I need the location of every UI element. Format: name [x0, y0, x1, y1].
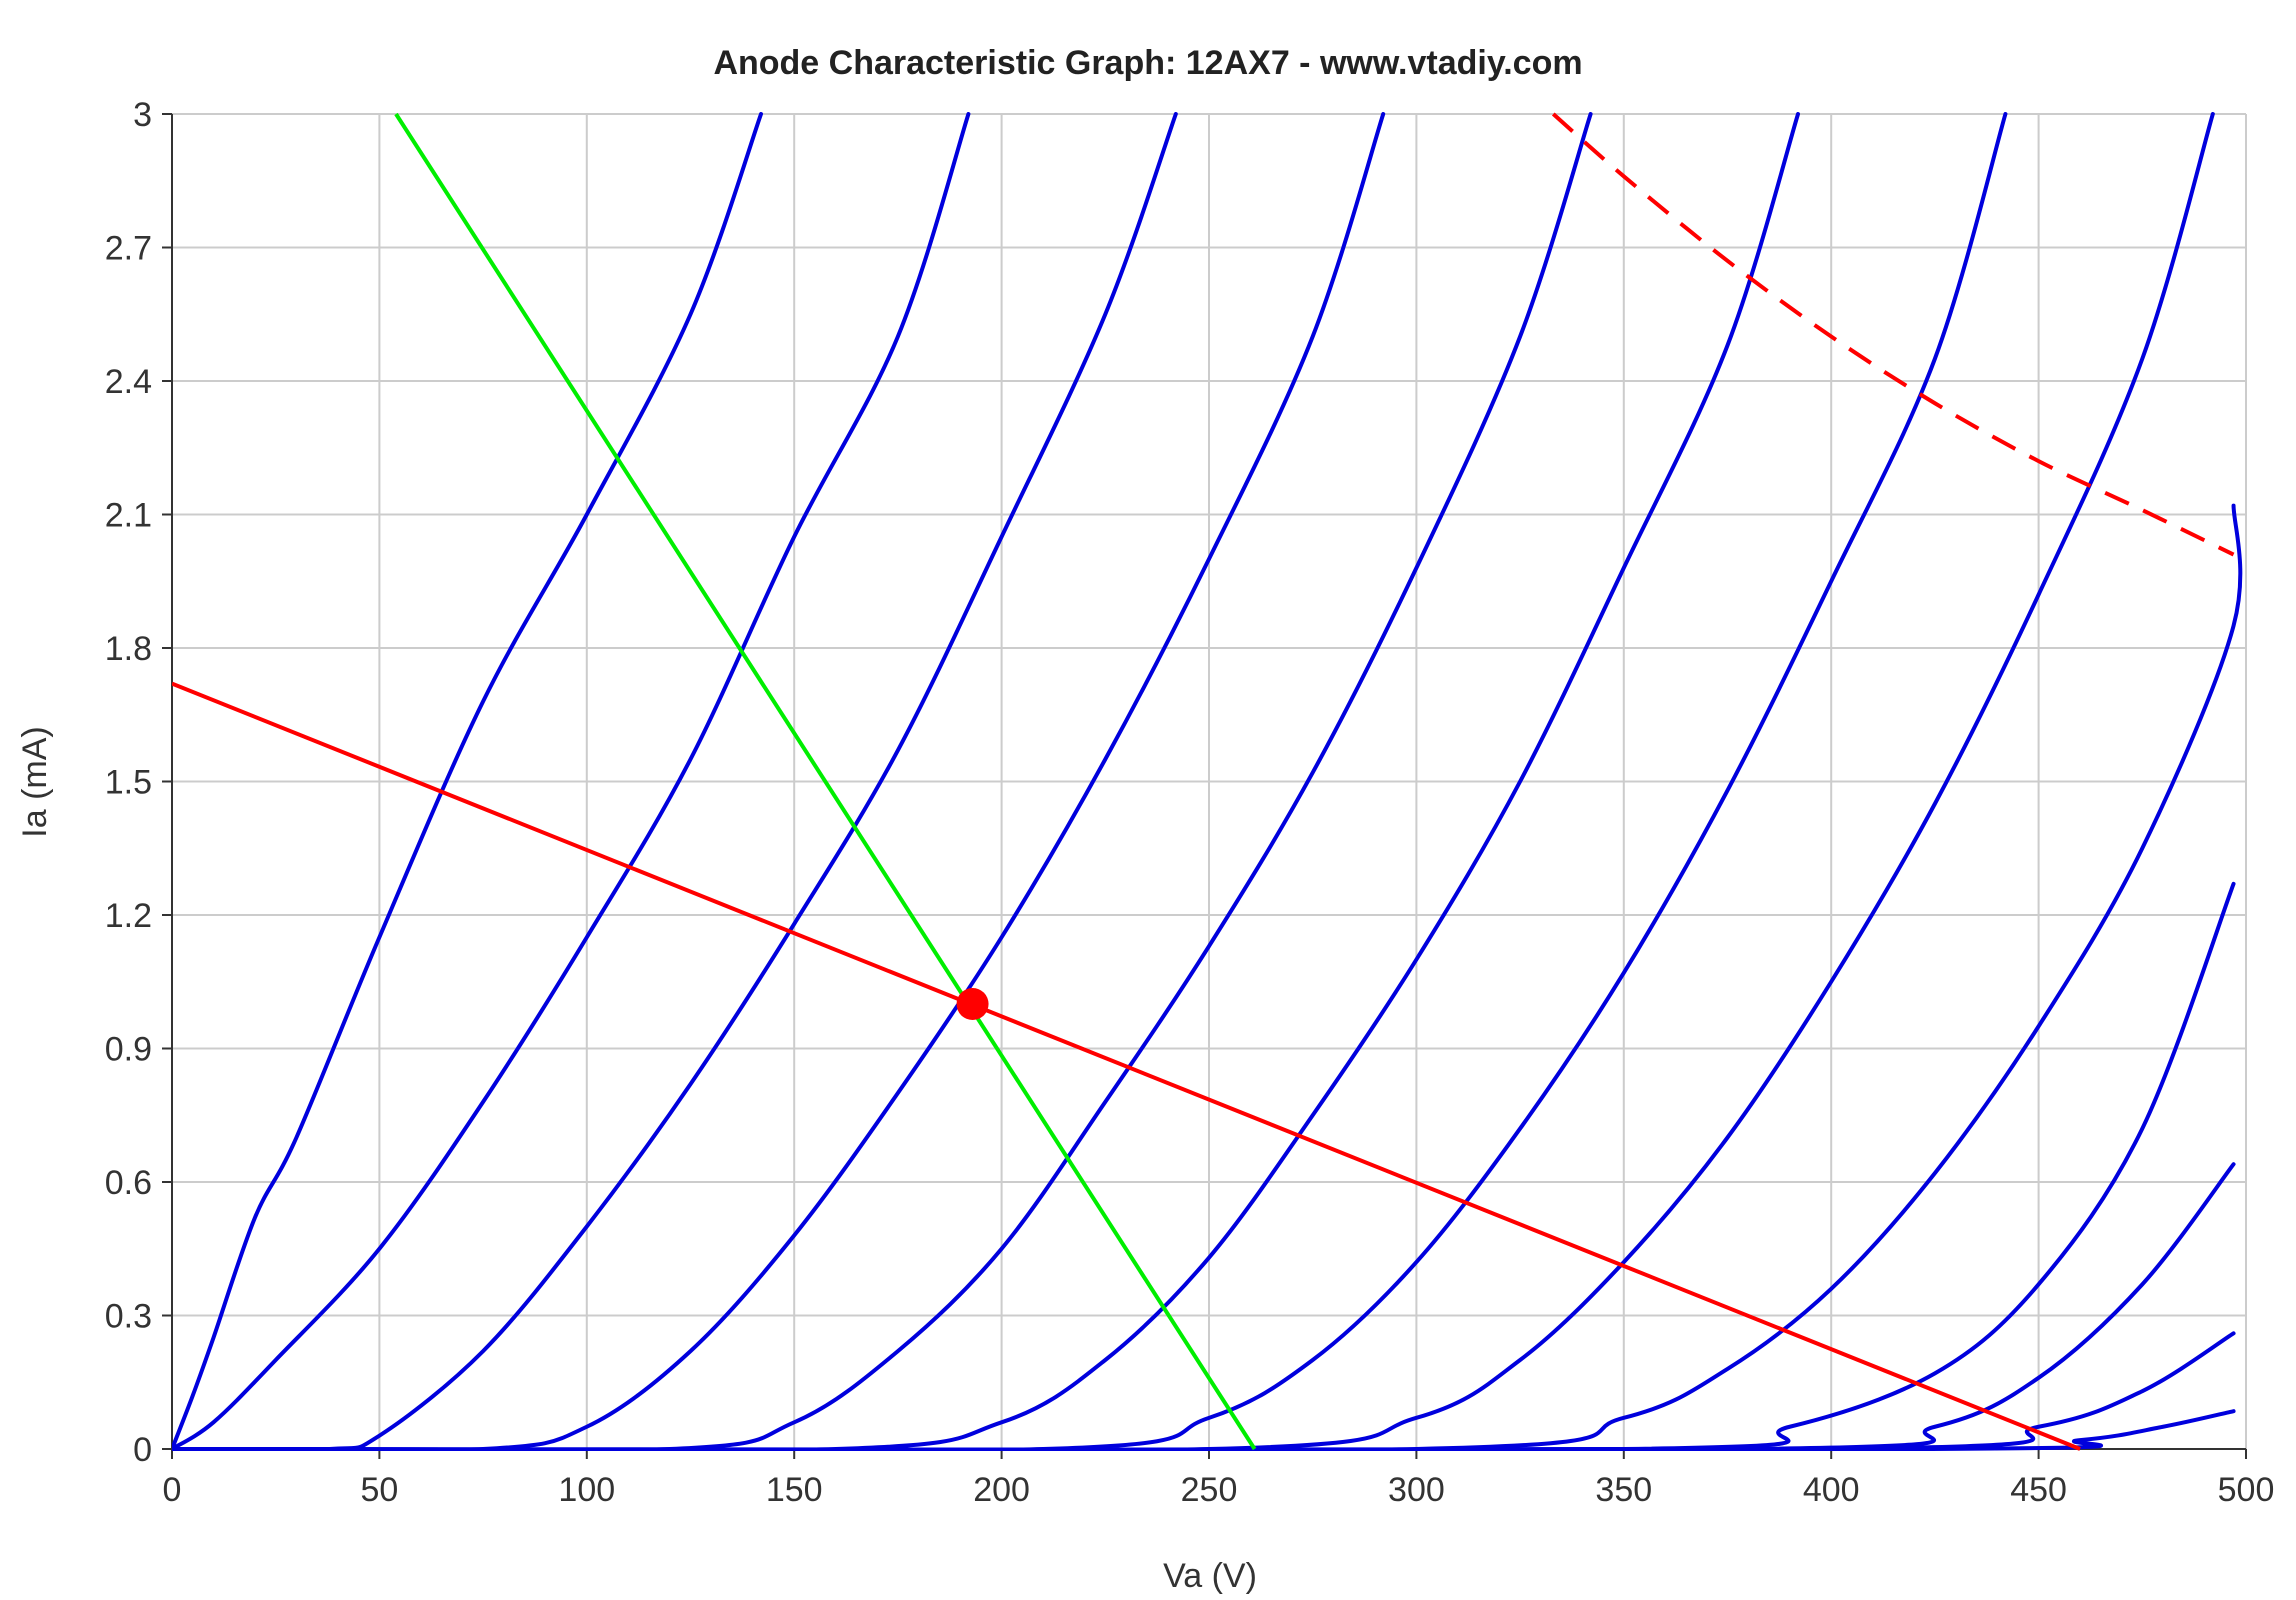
characteristic-curve — [172, 112, 1386, 1451]
y-tick-label: 0.6 — [105, 1164, 152, 1202]
y-tick-label: 2.7 — [105, 230, 152, 268]
axes — [162, 113, 2247, 1459]
y-tick-label: 0.3 — [105, 1298, 152, 1336]
x-axis-label: Va (V) — [1163, 1557, 1257, 1595]
x-tick-label: 150 — [766, 1471, 823, 1509]
y-tick-label: 1.5 — [105, 764, 152, 802]
characteristic-curve — [172, 112, 971, 1451]
y-tick-label: 1.8 — [105, 630, 152, 668]
characteristic-curves — [172, 112, 2243, 1451]
y-tick-label: 0.9 — [105, 1031, 152, 1069]
characteristic-curve — [172, 1409, 2236, 1451]
y-tick-label: 1.2 — [105, 897, 152, 935]
x-tick-label: 400 — [1803, 1471, 1860, 1509]
y-tick-label: 2.4 — [105, 363, 152, 401]
grid — [171, 113, 2247, 1450]
characteristic-curve — [172, 503, 2243, 1451]
chart-title: Anode Characteristic Graph: 12AX7 - www.… — [713, 44, 1582, 82]
x-tick-label: 200 — [973, 1471, 1030, 1509]
cathode-load-line — [394, 112, 1257, 1451]
x-tick-label: 250 — [1181, 1471, 1238, 1509]
operating-point — [956, 988, 989, 1020]
x-tick-label: 350 — [1595, 1471, 1652, 1509]
load-lines — [172, 112, 2235, 1451]
characteristic-curve — [172, 112, 1178, 1451]
characteristic-curve — [172, 112, 2215, 1451]
y-tick-label: 2.1 — [105, 497, 152, 535]
characteristic-curve — [172, 112, 764, 1451]
max-dissipation-curve — [1551, 112, 2235, 557]
characteristic-curve — [172, 112, 1593, 1451]
anode-load-line — [172, 681, 2081, 1451]
characteristic-curve — [172, 1162, 2236, 1451]
y-axis-label: Ia (mA) — [16, 726, 54, 837]
tick-labels: 0 50 100 150 200 250 300 350 400 450 500 0 0.3 0.6 0.9… — [105, 96, 2275, 1509]
x-tick-label: 50 — [360, 1471, 398, 1509]
y-tick-label: 0 — [133, 1431, 152, 1469]
x-tick-label: 300 — [1388, 1471, 1445, 1509]
x-tick-label: 0 — [163, 1471, 182, 1509]
x-tick-label: 450 — [2010, 1471, 2067, 1509]
x-tick-label: 500 — [2218, 1471, 2275, 1509]
y-tick-label: 3 — [133, 96, 152, 134]
x-tick-label: 100 — [558, 1471, 615, 1509]
